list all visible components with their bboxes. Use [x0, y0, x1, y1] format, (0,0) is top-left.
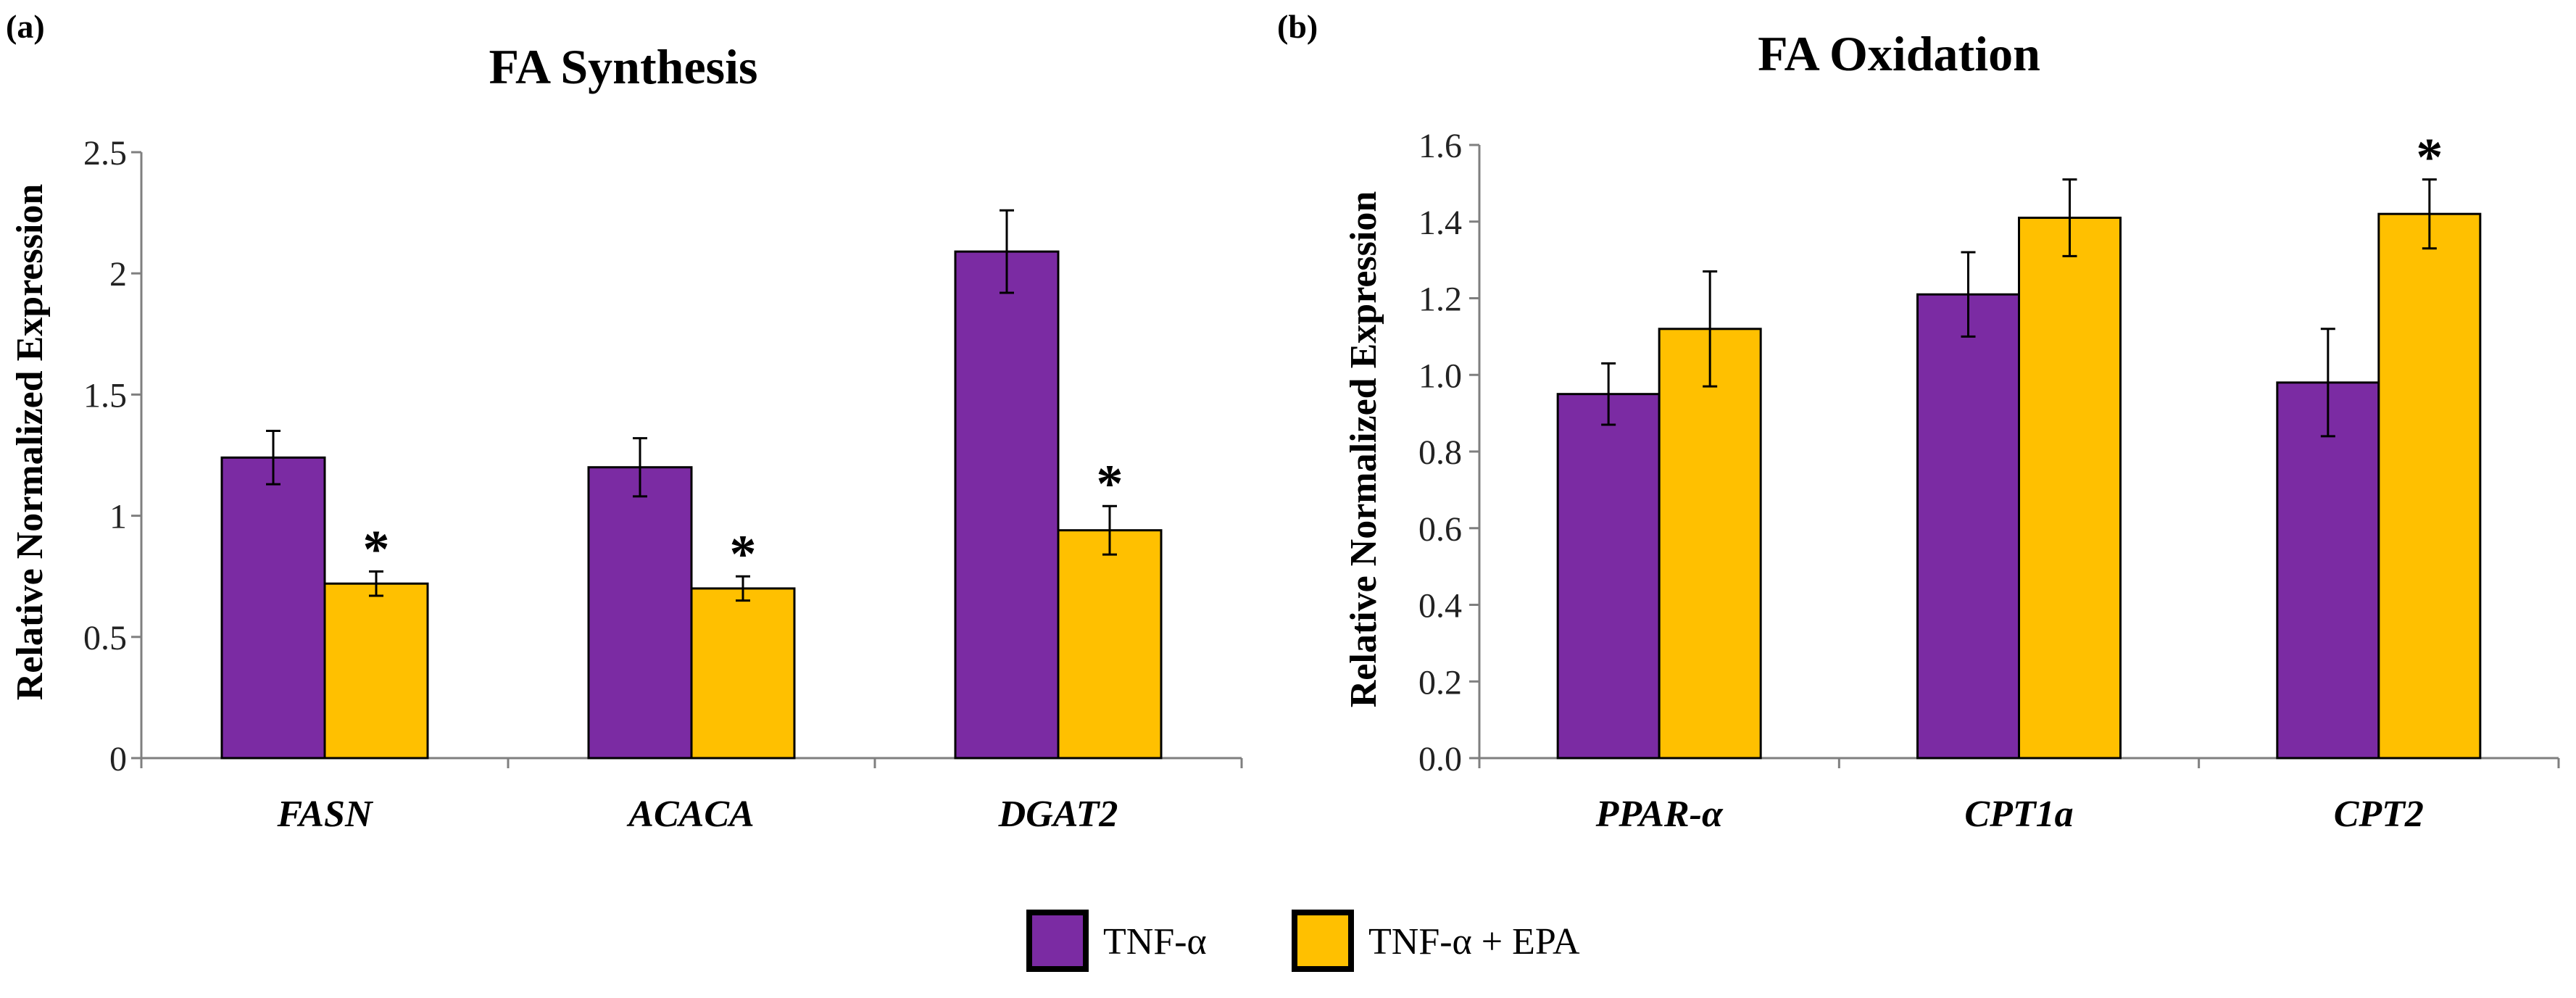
y-tick-label: 1	[109, 498, 127, 536]
chart-panel-a: (a) FA Synthesis Relative Normalized Exp…	[6, 8, 1243, 835]
y-tick-label: 1.5	[83, 376, 127, 415]
bar	[2018, 216, 2122, 760]
y-tick-label: 1.2	[1418, 280, 1462, 319]
bar	[954, 250, 1060, 760]
bar	[1556, 393, 1661, 760]
x-category-label: CPT2	[2334, 794, 2424, 835]
bar	[587, 466, 693, 760]
bar	[1658, 328, 1762, 760]
chart-panel-b: (b) FA Oxidation Relative Normalized Exp…	[1277, 8, 2560, 835]
chart-title: FA Oxidation	[1758, 26, 2040, 81]
significance-marker: *	[2416, 128, 2443, 188]
y-tick-label: 0.2	[1418, 663, 1462, 702]
legend-label-tnf-epa: TNF-α + EPA	[1368, 921, 1580, 962]
y-tick-label: 0	[109, 740, 127, 778]
x-category-label: ACACA	[626, 794, 754, 835]
panel-label: (b)	[1277, 8, 1318, 45]
y-tick-label: 1.4	[1418, 204, 1462, 242]
y-tick-label: 0.6	[1418, 510, 1462, 549]
y-tick-label: 1.6	[1418, 127, 1462, 165]
bar	[2276, 381, 2380, 760]
chart-title: FA Synthesis	[489, 39, 758, 94]
chart-marks: 0 0.5 1 1.5 2 2.5 FASN ACACA DGAT2 * * *	[83, 134, 1243, 835]
y-tick-label: 0.4	[1418, 587, 1462, 625]
x-category-label: DGAT2	[998, 794, 1118, 835]
legend-label-tnf: TNF-α	[1103, 921, 1207, 962]
y-axis-title: Relative Normalized Expression	[9, 184, 51, 701]
y-tick-label: 2.5	[83, 134, 127, 172]
y-tick-label: 0.5	[83, 619, 127, 657]
bar	[323, 582, 429, 760]
legend-swatch-tnf	[1026, 910, 1089, 972]
bar	[2377, 212, 2482, 760]
significance-marker: *	[730, 525, 757, 584]
y-tick-label: 2	[109, 255, 127, 294]
panel-label: (a)	[6, 8, 45, 45]
legend-swatch-tnf-epa	[1292, 910, 1354, 972]
y-tick-label: 0.8	[1418, 433, 1462, 472]
legend: TNF-α TNF-α + EPA	[1026, 910, 1580, 972]
y-tick-label: 1.0	[1418, 357, 1462, 395]
bar	[1916, 293, 2020, 760]
chart-marks: 0.0 0.2 0.4 0.6 0.8 1.0 1.2 1.4 1.6 PPAR-α CPT1a CP…	[1418, 127, 2560, 835]
x-category-label: FASN	[276, 794, 374, 835]
bar	[220, 456, 326, 760]
y-axis-title: Relative Normalized Expression	[1343, 191, 1384, 708]
significance-marker: *	[363, 520, 390, 580]
significance-marker: *	[1097, 454, 1123, 514]
bar	[1057, 529, 1163, 760]
x-category-label: CPT1a	[1964, 794, 2073, 835]
x-category-label: PPAR-α	[1595, 794, 1724, 835]
bar	[690, 587, 796, 760]
y-tick-label: 0.0	[1418, 740, 1462, 778]
